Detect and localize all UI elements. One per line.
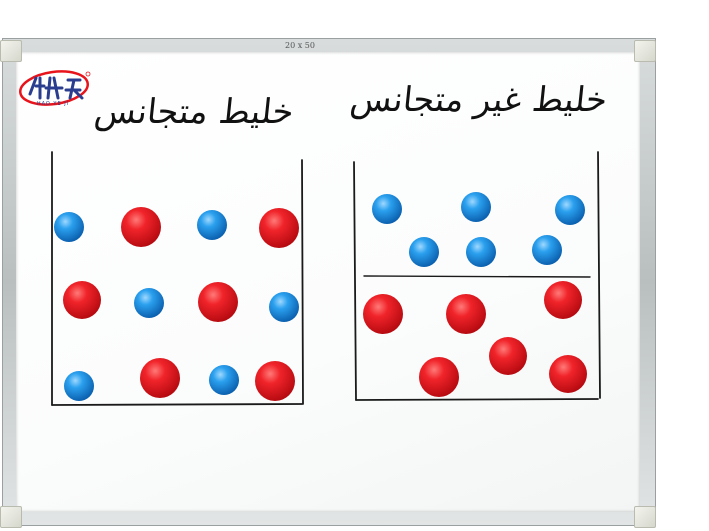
red-magnet: [489, 337, 527, 375]
blue-magnet: [54, 212, 84, 242]
red-magnet: [259, 208, 299, 248]
red-magnet: [419, 357, 459, 397]
frame-corner-bottom-right: [634, 506, 656, 528]
blue-magnet: [269, 292, 299, 322]
blue-magnet: [555, 195, 585, 225]
blue-magnet: [409, 237, 439, 267]
blue-magnet: [64, 371, 94, 401]
homogeneous-magnets: [54, 207, 299, 401]
red-magnet: [544, 281, 582, 319]
red-magnet: [63, 281, 101, 319]
brand-logo-subtext: HAO YE JI: [36, 101, 70, 107]
red-magnet: [549, 355, 587, 393]
blue-magnet: [466, 237, 496, 267]
blue-magnet: [209, 365, 239, 395]
frame-corner-bottom-left: [0, 506, 22, 528]
red-magnet: [255, 361, 295, 401]
heterogeneous-magnets: [363, 192, 587, 397]
blue-magnet: [461, 192, 491, 222]
brand-logo: [19, 70, 91, 106]
red-magnet: [446, 294, 486, 334]
blue-magnet: [134, 288, 164, 318]
red-magnet: [198, 282, 238, 322]
blue-magnet: [372, 194, 402, 224]
red-magnet: [363, 294, 403, 334]
red-magnet: [121, 207, 161, 247]
heterogeneous-box: [353, 151, 601, 401]
frame-corner-top-right: [634, 40, 656, 62]
blue-magnet: [532, 235, 562, 265]
board-size-label: 20 x 50: [285, 41, 315, 50]
blue-magnet: [197, 210, 227, 240]
red-magnet: [140, 358, 180, 398]
frame-corner-top-left: [0, 40, 22, 62]
whiteboard-surface: [16, 52, 640, 512]
homogeneous-box: [51, 151, 304, 406]
